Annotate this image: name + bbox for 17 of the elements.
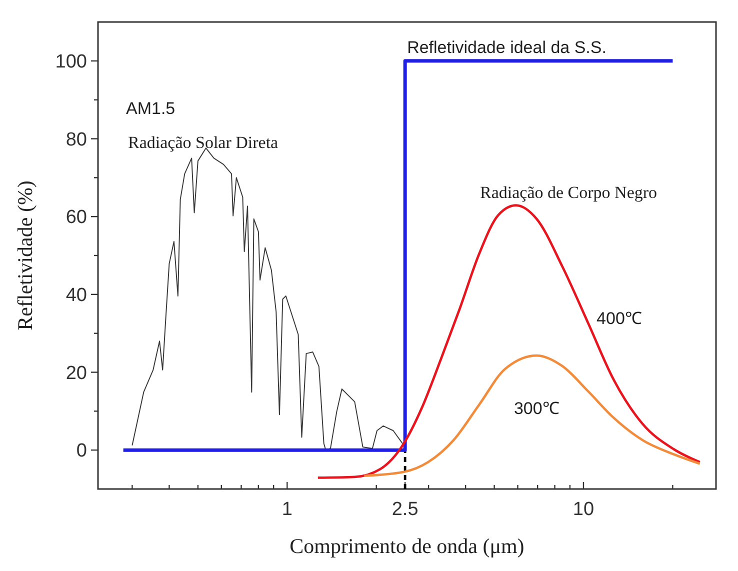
y-tick-label: 100	[55, 52, 87, 73]
y-tick-label: 40	[66, 285, 87, 306]
series-label: Refletividade ideal da S.S.	[407, 38, 606, 57]
y-tick-label: 20	[66, 362, 87, 384]
x-tick-label: 1	[282, 499, 292, 520]
series-label: 400℃	[596, 308, 642, 328]
series-label: 300℃	[514, 399, 560, 418]
y-tick-label: 0	[76, 440, 87, 462]
x-tick-label: 10	[572, 499, 594, 520]
y-tick-label: 80	[66, 129, 87, 150]
y-axis-title: Refletividade (%)	[13, 180, 37, 330]
annotation: AM1.5	[126, 99, 176, 118]
annotation: Radiação de Corpo Negro	[480, 183, 658, 202]
y-tick-label: 60	[66, 207, 87, 228]
annotation: Radiação Solar Direta	[128, 133, 279, 152]
x-tick-label: 2.5	[392, 499, 418, 520]
x-axis-title: Comprimento de onda (μm)	[290, 534, 524, 558]
